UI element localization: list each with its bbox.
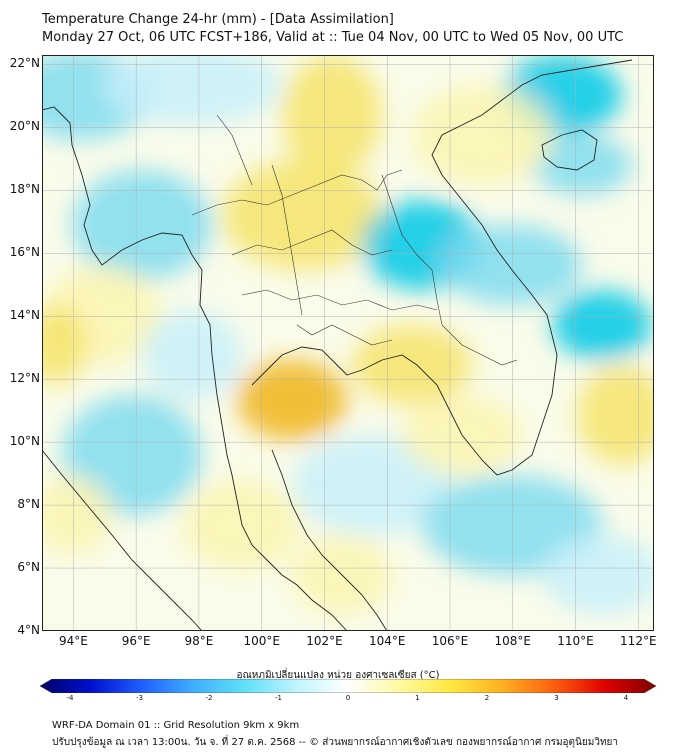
temperature-field bbox=[42, 55, 654, 615]
lon-tick-label: 108°E bbox=[494, 634, 532, 648]
colorbar-tick-label: -1 bbox=[275, 694, 282, 702]
colorbar-tick-label: 0 bbox=[345, 694, 351, 702]
colorbar-tick-label: -2 bbox=[205, 694, 213, 702]
temperature-anomaly-area bbox=[222, 160, 382, 270]
lat-tick-label: 14°N bbox=[9, 308, 40, 323]
lat-tick-label: 10°N bbox=[9, 434, 40, 449]
footer-credit: ปรับปรุงข้อมูล ณ เวลา 13:00น. วัน จ. ที่… bbox=[52, 737, 619, 748]
lat-lon-grid bbox=[42, 55, 654, 631]
lat-tick-label: 20°N bbox=[9, 119, 40, 134]
temperature-anomaly-area bbox=[442, 225, 582, 305]
temperature-anomaly-area bbox=[532, 135, 632, 195]
colorbar bbox=[40, 679, 656, 693]
temperature-anomaly-area bbox=[237, 360, 347, 440]
lon-tick-label: 112°E bbox=[620, 634, 657, 648]
lat-tick-label: 8°N bbox=[17, 497, 40, 512]
coastlines bbox=[42, 59, 633, 631]
coastline-myanmar bbox=[42, 106, 348, 631]
temperature-anomaly-area bbox=[42, 305, 87, 385]
lon-tick-label: 94°E bbox=[58, 634, 88, 648]
temperature-anomaly-area bbox=[412, 85, 552, 185]
lon-tick-label: 102°E bbox=[306, 634, 343, 648]
colorbar-title: อุณหภูมิเปลี่ยนแปลง หน่วย องศาเซลเซียส (… bbox=[236, 670, 440, 681]
temperature-anomaly-area bbox=[142, 310, 242, 400]
footer-domain-info: WRF-DA Domain 01 :: Grid Resolution 9km … bbox=[52, 720, 300, 731]
temperature-anomaly-area bbox=[542, 535, 654, 615]
lat-tick-label: 4°N bbox=[17, 623, 40, 637]
colorbar-tick-label: 1 bbox=[415, 694, 420, 702]
colorbar-tick-label: -3 bbox=[136, 694, 143, 702]
lat-tick-label: 22°N bbox=[9, 56, 40, 71]
temperature-anomaly-area bbox=[72, 170, 212, 280]
lat-tick-label: 18°N bbox=[9, 182, 40, 197]
lat-tick-label: 16°N bbox=[9, 245, 40, 260]
coastline-hainan bbox=[541, 129, 598, 171]
lon-tick-label: 98°E bbox=[184, 634, 214, 648]
colorbar-tick-label: 3 bbox=[554, 694, 559, 702]
temperature-anomaly-area bbox=[42, 475, 112, 555]
temperature-change-map bbox=[42, 55, 654, 631]
temperature-anomaly-area bbox=[102, 55, 282, 125]
colorbar-tick-label: -4 bbox=[66, 694, 74, 702]
lon-tick-label: 100°E bbox=[243, 634, 280, 648]
admin-borders bbox=[191, 114, 518, 366]
colorbar-bar bbox=[40, 679, 656, 693]
temperature-anomaly-area bbox=[282, 55, 382, 175]
coastline-sumatra bbox=[42, 449, 203, 631]
lon-tick-label: 96°E bbox=[121, 634, 151, 648]
temperature-anomaly-area bbox=[552, 290, 652, 360]
map-title: Temperature Change 24-hr (mm) - [Data As… bbox=[42, 12, 394, 27]
lon-tick-label: 106°E bbox=[431, 634, 469, 648]
lon-tick-label: 104°E bbox=[368, 634, 406, 648]
colorbar-tick-label: 2 bbox=[484, 694, 490, 702]
lat-tick-label: 6°N bbox=[17, 560, 40, 575]
temperature-anomaly-area bbox=[352, 325, 472, 405]
temperature-anomaly-area bbox=[292, 435, 452, 535]
temperature-anomaly-area bbox=[577, 365, 654, 465]
coastline-malay-east bbox=[271, 449, 388, 631]
coastline-thailand-gulf bbox=[251, 59, 633, 476]
lat-tick-label: 12°N bbox=[9, 371, 40, 386]
colorbar-tick-label: 4 bbox=[623, 694, 629, 702]
map-subtitle: Monday 27 Oct, 06 UTC FCST+186, Valid at… bbox=[42, 30, 624, 45]
lon-tick-label: 110°E bbox=[557, 634, 594, 648]
